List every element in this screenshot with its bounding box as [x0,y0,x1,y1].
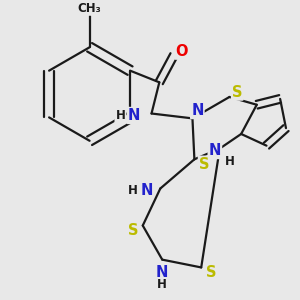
Text: H: H [128,184,138,197]
Text: H: H [224,155,234,168]
Text: S: S [199,157,209,172]
Text: S: S [232,85,242,100]
Text: N: N [156,265,168,280]
Text: S: S [206,265,216,280]
Text: H: H [157,278,167,292]
Text: CH₃: CH₃ [78,2,101,15]
Text: N: N [128,108,140,123]
Text: S: S [128,223,138,238]
Text: H: H [116,109,125,122]
Text: N: N [140,183,153,198]
Text: N: N [209,143,221,158]
Text: N: N [191,103,203,118]
Text: O: O [176,44,188,59]
